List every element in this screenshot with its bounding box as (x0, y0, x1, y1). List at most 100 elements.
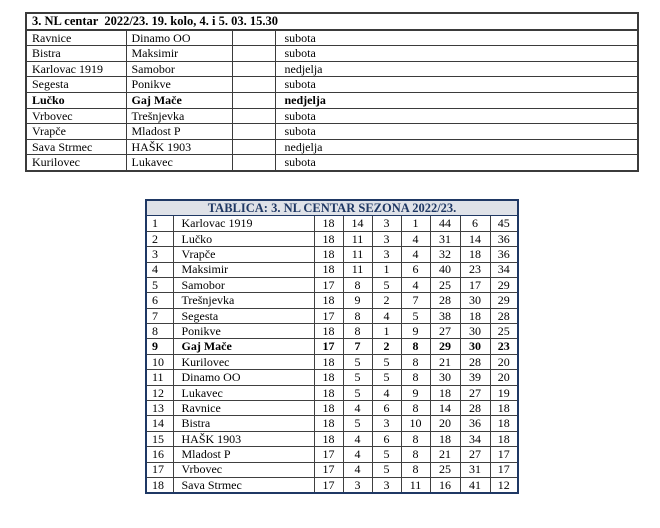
table-row: Vrapče Mladost P subota (25, 123, 639, 140)
points-cell: 45 (489, 215, 519, 232)
wins-cell: 5 (342, 415, 373, 432)
score-cell (231, 29, 276, 47)
games-played-cell: 17 (313, 276, 344, 294)
match-day-cell: subota (274, 154, 639, 172)
fixtures-title: 3. NL centar 2022/23. 19. kolo, 4. i 5. … (25, 12, 639, 31)
draws-cell: 3 (371, 476, 402, 494)
draws-cell: 1 (371, 323, 402, 340)
goals-for-cell: 31 (429, 230, 461, 248)
goals-against-cell: 18 (459, 307, 491, 325)
losses-cell: 8 (400, 430, 431, 448)
team-name-cell: Bistra (172, 415, 315, 432)
draws-cell: 6 (371, 400, 402, 417)
draws-cell: 3 (371, 415, 402, 432)
table-row: 9 Gaj Mače 17 7 2 8 29 30 23 (145, 338, 519, 355)
points-cell: 25 (489, 323, 519, 340)
losses-cell: 4 (400, 276, 431, 294)
score-cell (231, 60, 276, 78)
goals-for-cell: 40 (429, 261, 461, 278)
table-row: 15 HAŠK 1903 18 4 6 8 18 34 18 (145, 430, 519, 448)
match-day-cell: subota (274, 76, 639, 93)
team-name-cell: Samobor (172, 276, 315, 294)
losses-cell: 1 (400, 215, 431, 232)
goals-for-cell: 32 (429, 246, 461, 263)
wins-cell: 7 (342, 338, 373, 355)
table-row: 4 Maksimir 18 11 1 6 40 23 34 (145, 261, 519, 278)
wins-cell: 5 (342, 353, 373, 371)
home-team-cell: Kurilovec (25, 154, 127, 172)
goals-for-cell: 16 (429, 476, 461, 494)
home-team-cell: Sava Strmec (25, 138, 127, 156)
losses-cell: 9 (400, 323, 431, 340)
draws-cell: 1 (371, 261, 402, 278)
rank-cell: 10 (145, 353, 174, 371)
goals-against-cell: 31 (459, 461, 491, 478)
home-team-cell: Bistra (25, 45, 127, 62)
games-played-cell: 18 (313, 323, 344, 340)
score-cell (231, 107, 276, 125)
points-cell: 18 (489, 430, 519, 448)
goals-for-cell: 14 (429, 400, 461, 417)
games-played-cell: 17 (313, 338, 344, 355)
draws-cell: 5 (371, 353, 402, 371)
table-row: Sava Strmec HAŠK 1903 nedjelja (25, 138, 639, 156)
team-name-cell: Vrapče (172, 246, 315, 263)
table-row: 17 Vrbovec 17 4 5 8 25 31 17 (145, 461, 519, 478)
away-team-cell: Maksimir (125, 45, 233, 62)
rank-cell: 2 (145, 230, 174, 248)
wins-cell: 4 (342, 430, 373, 448)
team-name-cell: Lukavec (172, 384, 315, 402)
team-name-cell: Maksimir (172, 261, 315, 278)
goals-against-cell: 17 (459, 276, 491, 294)
points-cell: 23 (489, 338, 519, 355)
goals-for-cell: 21 (429, 353, 461, 371)
draws-cell: 5 (371, 276, 402, 294)
games-played-cell: 17 (313, 476, 344, 494)
match-day-cell: subota (274, 123, 639, 140)
goals-for-cell: 18 (429, 384, 461, 402)
points-cell: 29 (489, 292, 519, 309)
table-row: Lučko Gaj Mače nedjelja (25, 91, 639, 109)
games-played-cell: 18 (313, 246, 344, 263)
wins-cell: 8 (342, 307, 373, 325)
goals-for-cell: 25 (429, 276, 461, 294)
games-played-cell: 18 (313, 400, 344, 417)
table-row: Karlovac 1919 Samobor nedjelja (25, 60, 639, 78)
losses-cell: 8 (400, 338, 431, 355)
away-team-cell: Trešnjevka (125, 107, 233, 125)
away-team-cell: Gaj Mače (125, 91, 233, 109)
goals-for-cell: 25 (429, 461, 461, 478)
table-row: 8 Ponikve 18 8 1 9 27 30 25 (145, 323, 519, 340)
table-row: 6 Trešnjevka 18 9 2 7 28 30 29 (145, 292, 519, 309)
table-row: Kurilovec Lukavec subota (25, 154, 639, 172)
table-row: Ravnice Dinamo OO subota (25, 29, 639, 47)
draws-cell: 3 (371, 230, 402, 248)
games-played-cell: 18 (313, 292, 344, 309)
home-team-cell: Vrbovec (25, 107, 127, 125)
wins-cell: 11 (342, 261, 373, 278)
losses-cell: 8 (400, 369, 431, 386)
fixtures-table: 3. NL centar 2022/23. 19. kolo, 4. i 5. … (25, 12, 640, 172)
home-team-cell: Lučko (25, 91, 127, 109)
goals-against-cell: 30 (459, 292, 491, 309)
games-played-cell: 17 (313, 307, 344, 325)
goals-for-cell: 29 (429, 338, 461, 355)
match-day-cell: nedjelja (274, 138, 639, 156)
score-cell (231, 154, 276, 172)
games-played-cell: 18 (313, 230, 344, 248)
losses-cell: 6 (400, 261, 431, 278)
away-team-cell: Dinamo OO (125, 29, 233, 47)
standings-title: TABLICA: 3. NL CENTAR SEZONA 2022/23. (145, 199, 519, 217)
goals-against-cell: 30 (459, 323, 491, 340)
team-name-cell: Ravnice (172, 400, 315, 417)
points-cell: 18 (489, 400, 519, 417)
wins-cell: 5 (342, 384, 373, 402)
rank-cell: 7 (145, 307, 174, 325)
goals-for-cell: 30 (429, 369, 461, 386)
games-played-cell: 18 (313, 261, 344, 278)
draws-cell: 3 (371, 246, 402, 263)
goals-against-cell: 36 (459, 415, 491, 432)
rank-cell: 18 (145, 476, 174, 494)
wins-cell: 11 (342, 246, 373, 263)
points-cell: 36 (489, 230, 519, 248)
